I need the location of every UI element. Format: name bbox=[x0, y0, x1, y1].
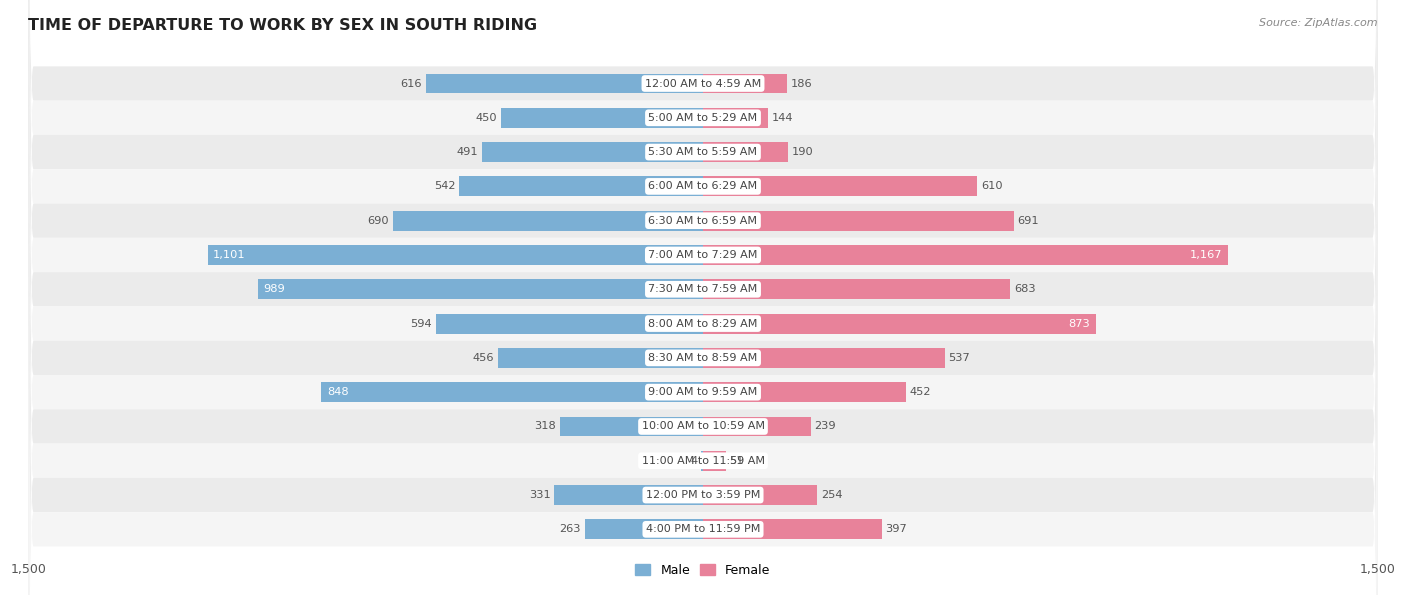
Bar bbox=[436, 314, 703, 334]
FancyBboxPatch shape bbox=[28, 0, 1378, 512]
Text: 7:30 AM to 7:59 AM: 7:30 AM to 7:59 AM bbox=[648, 284, 758, 295]
FancyBboxPatch shape bbox=[28, 135, 1378, 595]
Bar bbox=[703, 348, 945, 368]
Bar bbox=[703, 177, 977, 196]
Text: 8:00 AM to 8:29 AM: 8:00 AM to 8:29 AM bbox=[648, 318, 758, 328]
Text: 5:30 AM to 5:59 AM: 5:30 AM to 5:59 AM bbox=[648, 147, 758, 157]
Text: 4:00 PM to 11:59 PM: 4:00 PM to 11:59 PM bbox=[645, 524, 761, 534]
Bar bbox=[703, 382, 907, 402]
Text: 450: 450 bbox=[475, 113, 496, 123]
Text: 1,101: 1,101 bbox=[214, 250, 246, 260]
FancyBboxPatch shape bbox=[28, 0, 1378, 595]
Bar bbox=[426, 74, 703, 93]
Text: 397: 397 bbox=[886, 524, 907, 534]
Text: 7:00 AM to 7:29 AM: 7:00 AM to 7:29 AM bbox=[648, 250, 758, 260]
FancyBboxPatch shape bbox=[28, 101, 1378, 595]
Bar bbox=[703, 519, 882, 539]
Text: 683: 683 bbox=[1014, 284, 1036, 295]
Bar bbox=[554, 485, 703, 505]
Text: 848: 848 bbox=[326, 387, 349, 397]
Text: Source: ZipAtlas.com: Source: ZipAtlas.com bbox=[1260, 18, 1378, 28]
Text: 456: 456 bbox=[472, 353, 495, 363]
Bar bbox=[703, 211, 1014, 231]
Text: 318: 318 bbox=[534, 421, 557, 431]
Text: 4: 4 bbox=[690, 456, 697, 466]
FancyBboxPatch shape bbox=[28, 0, 1378, 595]
Bar bbox=[392, 211, 703, 231]
Bar bbox=[703, 74, 787, 93]
Legend: Male, Female: Male, Female bbox=[630, 559, 776, 582]
Bar bbox=[208, 245, 703, 265]
Bar bbox=[702, 451, 703, 471]
Bar bbox=[703, 485, 817, 505]
FancyBboxPatch shape bbox=[28, 0, 1378, 478]
Text: 239: 239 bbox=[814, 421, 835, 431]
Bar bbox=[585, 519, 703, 539]
Text: 144: 144 bbox=[772, 113, 793, 123]
Bar bbox=[703, 245, 1227, 265]
Text: 610: 610 bbox=[981, 181, 1002, 192]
Text: 989: 989 bbox=[263, 284, 285, 295]
Text: 873: 873 bbox=[1069, 318, 1091, 328]
Text: 12:00 AM to 4:59 AM: 12:00 AM to 4:59 AM bbox=[645, 79, 761, 89]
Bar bbox=[259, 279, 703, 299]
Bar bbox=[703, 279, 1011, 299]
FancyBboxPatch shape bbox=[28, 0, 1378, 546]
Text: 190: 190 bbox=[792, 147, 814, 157]
Bar bbox=[560, 416, 703, 436]
Text: 12:00 PM to 3:59 PM: 12:00 PM to 3:59 PM bbox=[645, 490, 761, 500]
Text: TIME OF DEPARTURE TO WORK BY SEX IN SOUTH RIDING: TIME OF DEPARTURE TO WORK BY SEX IN SOUT… bbox=[28, 18, 537, 33]
Bar bbox=[501, 108, 703, 128]
Text: 594: 594 bbox=[411, 318, 432, 328]
Text: 10:00 AM to 10:59 AM: 10:00 AM to 10:59 AM bbox=[641, 421, 765, 431]
Bar bbox=[498, 348, 703, 368]
Text: 11:00 AM to 11:59 AM: 11:00 AM to 11:59 AM bbox=[641, 456, 765, 466]
FancyBboxPatch shape bbox=[28, 0, 1378, 595]
Text: 186: 186 bbox=[790, 79, 811, 89]
FancyBboxPatch shape bbox=[28, 0, 1378, 595]
Text: 616: 616 bbox=[401, 79, 422, 89]
FancyBboxPatch shape bbox=[28, 0, 1378, 595]
FancyBboxPatch shape bbox=[28, 0, 1378, 581]
Bar bbox=[482, 142, 703, 162]
Text: 331: 331 bbox=[529, 490, 551, 500]
Text: 452: 452 bbox=[910, 387, 931, 397]
Text: 1,167: 1,167 bbox=[1189, 250, 1223, 260]
Bar bbox=[703, 416, 810, 436]
Text: 690: 690 bbox=[367, 215, 389, 226]
Bar bbox=[703, 142, 789, 162]
Text: 542: 542 bbox=[434, 181, 456, 192]
Text: 51: 51 bbox=[730, 456, 744, 466]
Text: 263: 263 bbox=[560, 524, 581, 534]
Bar bbox=[322, 382, 703, 402]
FancyBboxPatch shape bbox=[28, 0, 1378, 595]
Bar bbox=[703, 108, 768, 128]
Text: 8:30 AM to 8:59 AM: 8:30 AM to 8:59 AM bbox=[648, 353, 758, 363]
Text: 9:00 AM to 9:59 AM: 9:00 AM to 9:59 AM bbox=[648, 387, 758, 397]
Text: 691: 691 bbox=[1018, 215, 1039, 226]
Bar bbox=[460, 177, 703, 196]
Bar bbox=[703, 451, 725, 471]
Text: 6:30 AM to 6:59 AM: 6:30 AM to 6:59 AM bbox=[648, 215, 758, 226]
Text: 254: 254 bbox=[821, 490, 842, 500]
FancyBboxPatch shape bbox=[28, 67, 1378, 595]
Bar bbox=[703, 314, 1095, 334]
Text: 5:00 AM to 5:29 AM: 5:00 AM to 5:29 AM bbox=[648, 113, 758, 123]
Text: 6:00 AM to 6:29 AM: 6:00 AM to 6:29 AM bbox=[648, 181, 758, 192]
Text: 537: 537 bbox=[948, 353, 970, 363]
FancyBboxPatch shape bbox=[28, 32, 1378, 595]
Text: 491: 491 bbox=[457, 147, 478, 157]
